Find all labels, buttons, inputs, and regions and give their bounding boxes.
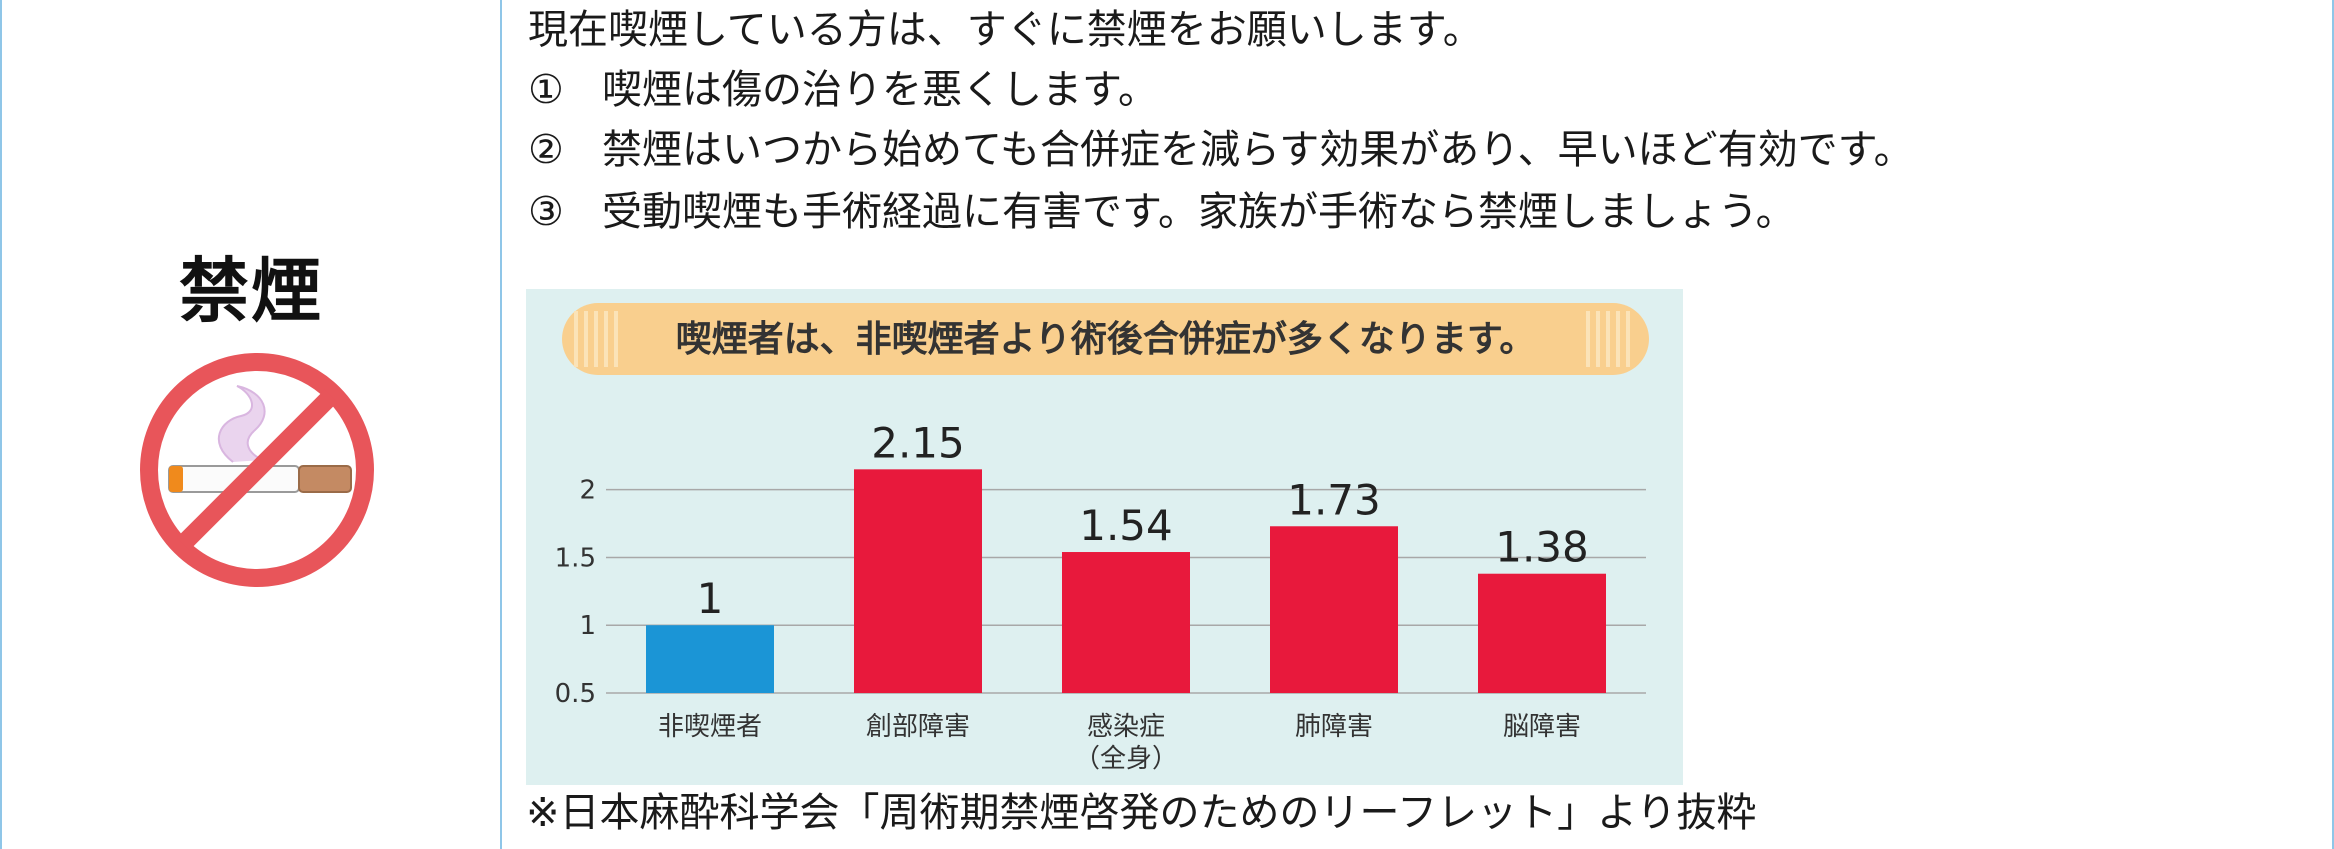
x-tick-label: （全身） bbox=[1074, 744, 1178, 774]
no-smoking-icon bbox=[140, 353, 374, 587]
banner-stripe bbox=[1586, 311, 1590, 367]
banner-stripe bbox=[594, 311, 598, 367]
x-tick-label: 創部障害 bbox=[866, 712, 970, 742]
table-border-right bbox=[2332, 0, 2334, 849]
complications-chart: 喫煙者は、非喫煙者より術後合併症が多くなります。 0.5 1 1.5 2 1 非喫煙者 2.… bbox=[526, 289, 1683, 785]
y-tick-label: 2 bbox=[579, 476, 596, 506]
item-text: 受動喫煙も手術経過に有害です。家族が手術なら禁煙しましょう。 bbox=[602, 189, 1796, 235]
bar-value-label: 2.15 bbox=[871, 418, 965, 467]
banner-stripe bbox=[1616, 311, 1620, 367]
bar-value-label: 1.73 bbox=[1287, 475, 1381, 524]
banner-stripe bbox=[1606, 311, 1610, 367]
bar bbox=[646, 625, 774, 693]
intro-text: 現在喫煙している方は、すぐに禁煙をお願いします。 bbox=[528, 7, 1483, 53]
item-number: ② bbox=[528, 127, 564, 173]
x-tick-label: 脳障害 bbox=[1503, 712, 1581, 742]
table-border-left bbox=[0, 0, 2, 849]
label-cell: 禁煙 bbox=[2, 0, 500, 849]
item-number: ③ bbox=[528, 189, 564, 235]
section-heading: 禁煙 bbox=[179, 250, 323, 332]
banner-stripe bbox=[1596, 311, 1600, 367]
bar bbox=[854, 469, 982, 693]
item-text: 喫煙は傷の治りを悪くします。 bbox=[602, 67, 1158, 113]
y-tick-label: 0.5 bbox=[555, 679, 596, 709]
bar-value-label: 1.54 bbox=[1079, 501, 1173, 550]
content-cell: 現在喫煙している方は、すぐに禁煙をお願いします。 ① 喫煙は傷の治りを悪くします。… bbox=[502, 0, 2332, 849]
x-tick-label: 肺障害 bbox=[1295, 712, 1373, 742]
bar-value-label: 1 bbox=[697, 574, 724, 623]
x-tick-label: 感染症 bbox=[1087, 712, 1165, 742]
x-tick-label: 非喫煙者 bbox=[658, 712, 762, 742]
table-divider bbox=[500, 0, 502, 849]
banner-stripe bbox=[604, 311, 608, 367]
list-item: ② 禁煙はいつから始めても合併症を減らす効果があり、早いほど有効です。 bbox=[528, 126, 1914, 174]
banner-stripes-left bbox=[574, 311, 618, 367]
bar bbox=[1062, 552, 1190, 693]
item-number: ① bbox=[528, 67, 564, 113]
bar bbox=[1478, 573, 1606, 693]
banner-stripe bbox=[584, 311, 588, 367]
banner-stripe bbox=[614, 311, 618, 367]
y-tick-label: 1 bbox=[579, 611, 596, 641]
item-text: 禁煙はいつから始めても合併症を減らす効果があり、早いほど有効です。 bbox=[602, 127, 1914, 173]
list-item: ③ 受動喫煙も手術経過に有害です。家族が手術なら禁煙しましょう。 bbox=[528, 188, 1796, 236]
y-tick-label: 1.5 bbox=[555, 543, 596, 573]
banner-stripe bbox=[574, 311, 578, 367]
list-item: ① 喫煙は傷の治りを悪くします。 bbox=[528, 66, 1158, 114]
bar bbox=[1270, 526, 1398, 693]
banner-stripes-right bbox=[1586, 311, 1630, 367]
banner-stripe bbox=[1626, 311, 1630, 367]
source-note: ※日本麻酔科学会「周術期禁煙啓発のためのリーフレット」より抜粋 bbox=[526, 790, 1757, 836]
bar-value-label: 1.38 bbox=[1495, 523, 1589, 572]
title-banner: 喫煙者は、非喫煙者より術後合併症が多くなります。 bbox=[562, 303, 1649, 375]
chart-title: 喫煙者は、非喫煙者より術後合併症が多くなります。 bbox=[676, 319, 1536, 360]
